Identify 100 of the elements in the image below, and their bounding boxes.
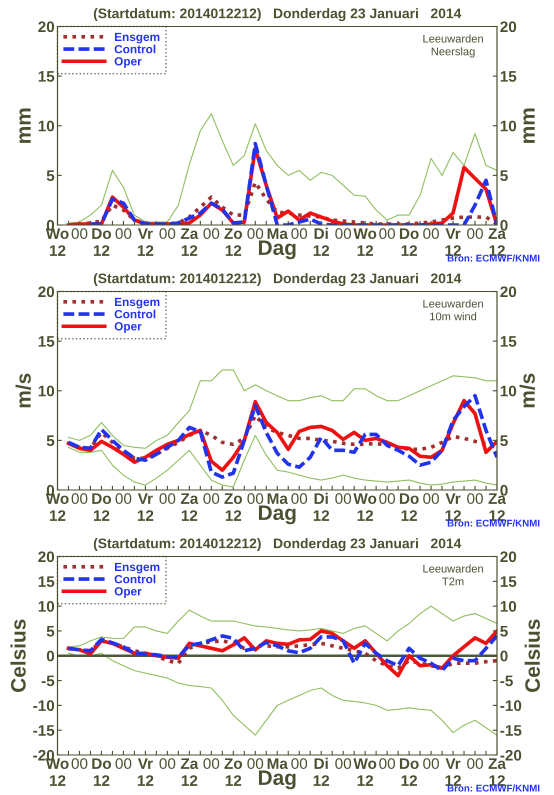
x-tick-label: 00 — [116, 228, 132, 239]
chart-title: (Startdatum: 2014012212) Donderdag 23 Januari 2014 — [94, 273, 462, 286]
y2-tick-label: 20 — [500, 21, 516, 32]
x-tick-label: 00 — [467, 228, 483, 239]
y-tick-label: 15 — [38, 71, 54, 82]
x-tick-label: 00 — [116, 758, 132, 769]
line-series — [66, 639, 497, 670]
x-axis-title: Dag — [258, 506, 296, 524]
y2-tick-label: 5 — [500, 626, 508, 637]
x-tick-label: Do 12 — [400, 493, 419, 521]
x-tick-label: 00 — [72, 228, 88, 239]
y2-tick-label: -5 — [500, 676, 513, 686]
x-tick-label: Vr 12 — [138, 228, 154, 256]
x-tick-label: Ma — [268, 493, 288, 504]
y-tick-label: -15 — [33, 725, 54, 736]
x-tick-label: 00 — [159, 758, 176, 769]
y2-axis-title: mm — [523, 108, 535, 143]
x-tick-label: 00 — [423, 493, 439, 504]
x-tick-label: 00 — [379, 758, 396, 769]
y2-tick-label: 10 — [500, 386, 516, 396]
y2-tick-label: 15 — [500, 71, 516, 82]
x-tick-label: 00 — [291, 493, 308, 504]
legend-label: Ensgem — [114, 298, 160, 308]
text: Bron: ECMWF/KNMI — [448, 784, 540, 792]
x-tick-label: 00 — [247, 758, 264, 769]
x-tick-label: Ma — [268, 228, 288, 239]
annotation: Leeuwarden T2m — [423, 564, 483, 586]
x-tick-label: 00 — [203, 758, 220, 769]
x-tick-label: 00 — [72, 493, 88, 504]
x-tick-label: Vr 12 — [138, 493, 154, 521]
line-series — [68, 434, 497, 488]
y-tick-label: -10 — [33, 700, 54, 712]
x-tick-label: 00 — [72, 758, 88, 769]
x-axis-title: Dag — [258, 770, 296, 790]
x-tick-label: 00 — [159, 228, 176, 239]
x-tick-label: 00 — [423, 758, 439, 769]
y-axis-title: mm — [19, 108, 31, 143]
y-tick-label: 15 — [38, 576, 54, 587]
y2-axis-title: Celsius — [524, 620, 540, 692]
x-tick-label: Za 12 — [180, 758, 198, 786]
x-tick-label: 00 — [467, 758, 483, 769]
line-series — [68, 113, 497, 224]
x-tick-label: Vr 12 — [446, 493, 461, 521]
line-series — [68, 369, 497, 449]
x-tick-label: 00 — [291, 758, 308, 769]
y-tick-label: 5 — [46, 626, 54, 637]
x-tick-label: Di 12 — [314, 492, 330, 521]
x-tick-label: 00 — [116, 493, 132, 504]
legend-label: Ensgem — [114, 562, 160, 574]
y2-tick-label: 10 — [500, 120, 516, 132]
text: Bron: ECMWF/KNMI — [448, 519, 540, 527]
x-tick-label: 00 — [379, 493, 396, 504]
x-tick-label: 00 — [379, 228, 396, 239]
y2-tick-label: 10 — [500, 600, 516, 612]
x-tick-label: Do 12 — [400, 228, 419, 256]
y-tick-label: 20 — [38, 21, 54, 32]
legend-label: Control — [114, 44, 156, 54]
y-tick-label: 10 — [38, 386, 54, 396]
y-tick-label: 10 — [38, 600, 54, 612]
y-tick-label: 20 — [38, 551, 54, 562]
y-tick-label: 5 — [46, 170, 54, 182]
x-tick-label: Di 12 — [314, 758, 330, 786]
legend-label: Oper — [114, 587, 142, 598]
x-tick-label: Vr 12 — [446, 758, 461, 786]
y-tick-label: 10 — [38, 120, 54, 132]
y-tick-label: 15 — [38, 336, 54, 347]
x-tick-label: Do 12 — [400, 758, 419, 786]
y-tick-label: 20 — [38, 286, 54, 298]
y-tick-label: -5 — [42, 676, 54, 686]
x-tick-label: Do 12 — [92, 228, 112, 256]
x-tick-label: Zo 12 — [224, 493, 242, 521]
x-tick-label: 00 — [203, 493, 220, 504]
y2-tick-label: 5 — [500, 170, 508, 182]
y2-axis-title: m/s — [520, 374, 536, 408]
chart-title: (Startdatum: 2014012212) Donderdag 23 Januari 2014 — [94, 538, 462, 552]
y-tick-label: 0 — [46, 650, 54, 662]
line-series — [68, 606, 497, 648]
y2-tick-label: 5 — [500, 435, 508, 446]
x-tick-label: 00 — [467, 493, 483, 504]
x-tick-label: 00 — [335, 493, 352, 504]
y2-tick-label: 20 — [500, 551, 516, 562]
y2-tick-label: -10 — [500, 700, 522, 712]
x-tick-label: Wo 12 — [353, 228, 376, 256]
chart-title: (Startdatum: 2014012212) Donderdag 23 Januari 2014 — [94, 8, 462, 22]
text: Bron: ECMWF/KNMI — [448, 254, 540, 262]
legend-label: Control — [114, 574, 156, 584]
y2-tick-label: -15 — [500, 725, 522, 736]
x-tick-label: Ma — [268, 758, 288, 769]
x-axis-title: Dag — [258, 240, 296, 260]
x-tick-label: Zo 12 — [224, 758, 242, 786]
x-tick-label: Wo 12 — [353, 758, 376, 786]
x-tick-label: Do 12 — [92, 758, 112, 786]
y2-tick-label: 15 — [500, 336, 516, 347]
legend-label: Ensgem — [114, 32, 160, 44]
y-axis-title: Celsius — [10, 620, 26, 692]
legend-label: Control — [114, 310, 156, 318]
x-tick-label: 00 — [291, 228, 308, 239]
annotation: Leeuwarden Neerslag — [423, 34, 483, 58]
x-tick-label: Wo 12 — [353, 493, 376, 521]
y2-tick-label: 0 — [500, 650, 508, 662]
